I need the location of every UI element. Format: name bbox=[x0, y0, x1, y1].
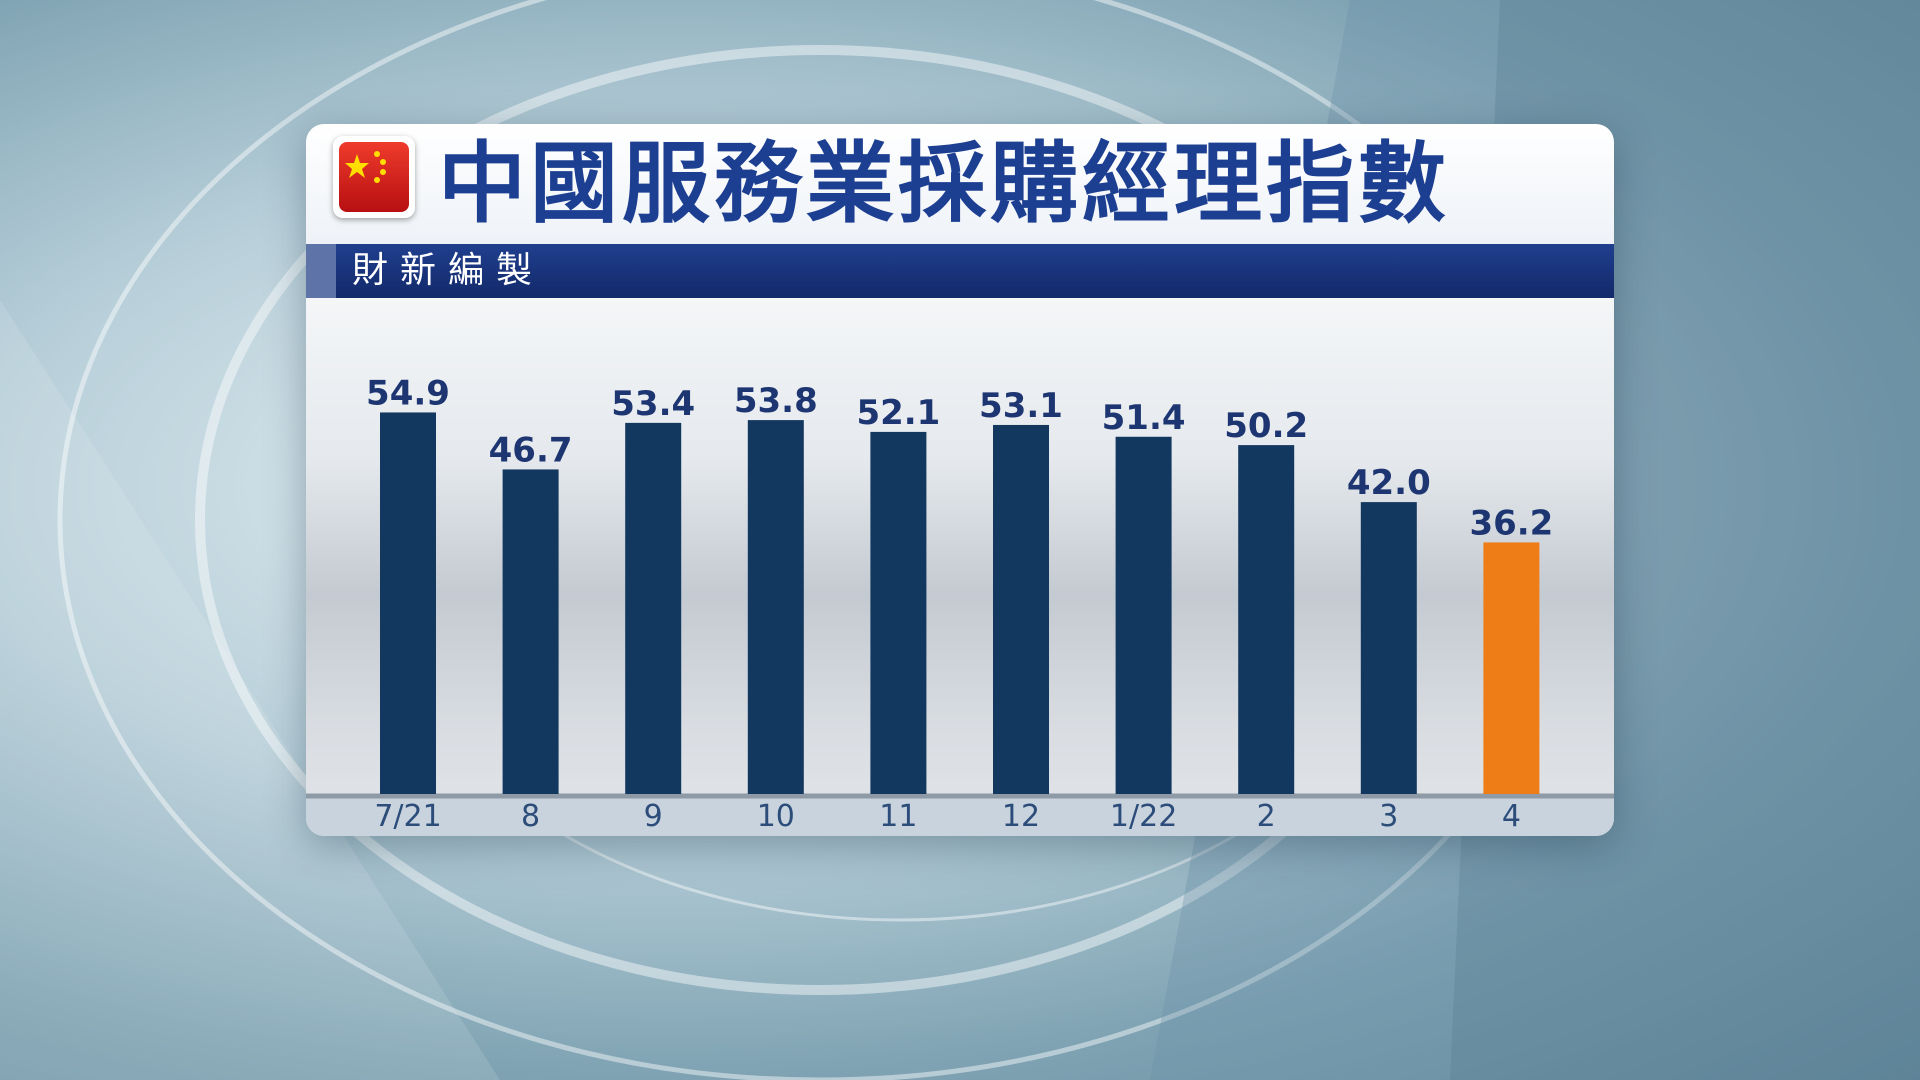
title-bar: 中國服務業採購經理指數 bbox=[306, 124, 1614, 244]
chart-area: 54.9 7/21 46.7 8 53.4 9 53.8 10 52.1 11 53.1 12 51.4… bbox=[306, 298, 1614, 836]
x-tick-label: 9 bbox=[644, 799, 663, 834]
chart-panel: 中國服務業採購經理指數 財新編製 54.9 7/21 46.7 8 53.4 9 53.8 1… bbox=[306, 124, 1614, 836]
x-tick-label: 7/21 bbox=[374, 799, 441, 834]
value-label: 50.2 bbox=[1224, 406, 1308, 446]
value-label: 53.1 bbox=[979, 386, 1063, 426]
value-label: 51.4 bbox=[1102, 398, 1186, 438]
bar-9 bbox=[625, 422, 682, 794]
bar-3 bbox=[1360, 502, 1417, 794]
x-tick-label: 4 bbox=[1502, 799, 1521, 834]
chart-subtitle: 財新編製 bbox=[352, 250, 545, 291]
subtitle-bar: 財新編製 bbox=[306, 244, 1614, 298]
value-label: 52.1 bbox=[856, 393, 940, 433]
x-tick-label: 1/22 bbox=[1110, 799, 1177, 834]
china-flag-icon bbox=[333, 136, 415, 218]
value-label: 53.4 bbox=[611, 384, 695, 424]
x-tick-label: 12 bbox=[1002, 799, 1040, 834]
bar-4 bbox=[1483, 542, 1540, 794]
x-tick-label: 2 bbox=[1257, 799, 1276, 834]
x-tick-label: 10 bbox=[757, 799, 795, 834]
x-tick-label: 3 bbox=[1379, 799, 1398, 834]
value-label: 46.7 bbox=[489, 430, 573, 470]
value-label: 54.9 bbox=[366, 373, 450, 413]
x-axis-strip bbox=[306, 794, 1614, 836]
subtitle-accent bbox=[306, 244, 336, 298]
bar-12 bbox=[993, 424, 1049, 794]
value-label: 36.2 bbox=[1469, 503, 1553, 543]
bar-11 bbox=[870, 431, 927, 794]
x-tick-label: 11 bbox=[879, 799, 917, 834]
x-tick-label: 8 bbox=[521, 799, 540, 834]
value-label: 53.8 bbox=[734, 381, 818, 421]
chart-title: 中國服務業採購經理指數 bbox=[438, 132, 1451, 235]
bar-chart: 54.9 7/21 46.7 8 53.4 9 53.8 10 52.1 11 53.1 12 51.4… bbox=[306, 373, 1614, 836]
bar-7-21 bbox=[380, 412, 436, 794]
bar-10 bbox=[747, 420, 804, 794]
bar-2 bbox=[1238, 445, 1295, 794]
bar-1-22 bbox=[1115, 436, 1172, 794]
bar-8 bbox=[502, 469, 559, 794]
value-label: 42.0 bbox=[1347, 463, 1431, 503]
